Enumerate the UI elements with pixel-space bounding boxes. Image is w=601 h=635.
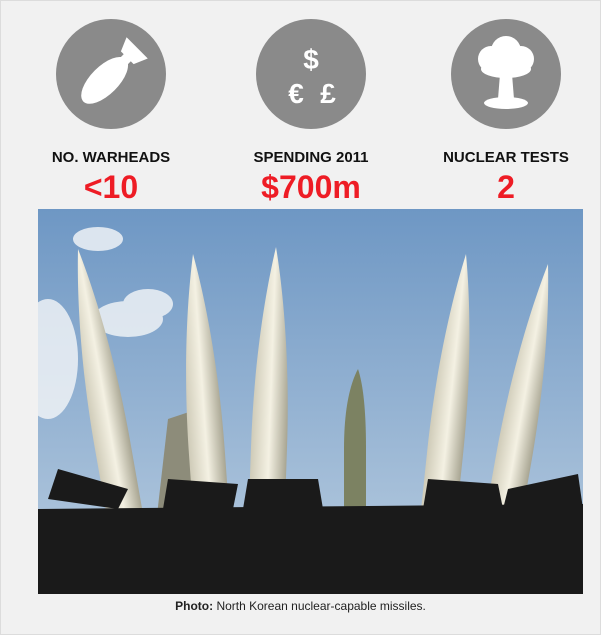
- stat-value: <10: [16, 169, 206, 206]
- infographic: NO. WARHEADS <10 $ € £ SPENDING 2011 $70…: [0, 0, 601, 635]
- caption-text: North Korean nuclear-capable missiles.: [216, 599, 425, 613]
- bomb-icon: [56, 19, 166, 129]
- photo: [38, 209, 583, 594]
- stat-label: SPENDING 2011: [216, 149, 406, 166]
- currency-symbol: £: [320, 78, 336, 109]
- caption-lead: Photo:: [175, 599, 213, 613]
- caption: Photo: North Korean nuclear-capable miss…: [1, 599, 600, 613]
- stat-label: NO. WARHEADS: [16, 149, 206, 166]
- currency-symbol: €: [288, 78, 304, 109]
- stat-label: NUCLEAR TESTS: [411, 149, 601, 166]
- mushroom-cloud-icon: [451, 19, 561, 129]
- stat-value: $700m: [216, 169, 406, 206]
- stat-value: 2: [411, 169, 601, 206]
- currency-icon: $ € £: [256, 19, 366, 129]
- currency-symbol: $: [303, 44, 319, 75]
